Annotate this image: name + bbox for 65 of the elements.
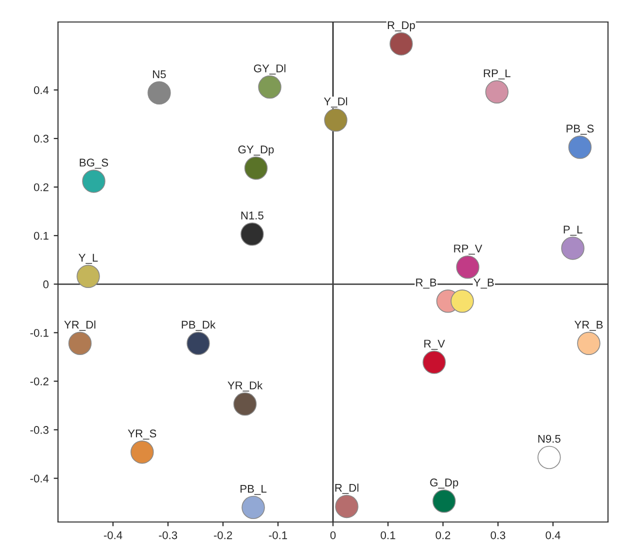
annotation: Y_B — [474, 278, 494, 289]
point — [76, 264, 100, 288]
point — [186, 332, 210, 355]
annotation: YR_B — [574, 320, 603, 331]
y-tick-label: -0.2 — [30, 377, 48, 386]
point — [240, 222, 264, 246]
y-tick-label: 0.4 — [34, 86, 49, 94]
y-tick-label: 0 — [43, 280, 49, 288]
annotation: R_B — [416, 278, 436, 289]
y-tick-label: 0.3 — [34, 134, 48, 143]
annotation: Y_Dl — [324, 97, 348, 108]
x-tick-label: -0.4 — [104, 531, 122, 540]
annotation: PB_L — [240, 484, 266, 495]
x-tick-label: 0.3 — [490, 531, 506, 540]
point — [258, 75, 282, 99]
y-tick-label: -0.1 — [30, 328, 48, 337]
point — [244, 156, 268, 180]
x-tick-label: 0.2 — [436, 531, 450, 540]
annotation: R_Dl — [335, 484, 358, 494]
annotation: N9.5 — [538, 434, 560, 443]
annotation: RP_V — [454, 244, 482, 255]
annotation: PB_S — [566, 124, 594, 135]
point — [422, 350, 446, 374]
point — [130, 440, 154, 464]
y-tick-label: 0.2 — [34, 183, 48, 192]
point — [324, 108, 348, 132]
y-tick-label: 0.1 — [34, 232, 48, 240]
annotation: YR_Dl — [64, 320, 96, 331]
point — [568, 136, 592, 159]
annotation: P_L — [564, 226, 582, 236]
point — [68, 332, 92, 355]
point — [561, 236, 584, 260]
x-tick-label: 0 — [330, 531, 336, 540]
point — [432, 490, 456, 513]
annotation: YR_S — [128, 430, 156, 440]
x-tick-label: -0.1 — [268, 531, 288, 540]
point — [148, 81, 171, 104]
x-tick-label: 0.1 — [380, 531, 396, 540]
annotation: RP_L — [484, 69, 510, 80]
point — [485, 80, 509, 104]
point — [390, 32, 413, 56]
point — [577, 332, 600, 355]
annotation: N5 — [153, 70, 166, 78]
annotation: R_Dp — [388, 21, 415, 32]
annotation: BG_S — [80, 158, 108, 169]
annotation: YR_Dk — [228, 381, 263, 392]
annotation: G_Dp — [430, 478, 458, 489]
point — [242, 496, 265, 520]
x-tick-label: -0.3 — [158, 531, 178, 540]
y-tick-label: -0.3 — [30, 426, 48, 434]
x-tick-label: -0.2 — [214, 531, 232, 540]
point — [82, 170, 106, 193]
annotation: PB_Dk — [182, 320, 216, 331]
annotation: Y_L — [78, 254, 98, 264]
annotation: GY_Dl — [254, 64, 286, 74]
x-tick-label: 0.4 — [546, 531, 560, 540]
annotation: N1.5 — [241, 212, 264, 220]
annotation: GY_Dp — [238, 146, 274, 156]
y-tick-label: -0.4 — [30, 474, 49, 482]
point — [450, 290, 474, 313]
point — [456, 256, 480, 279]
point — [538, 446, 561, 470]
annotation: R_V — [424, 340, 445, 350]
point — [233, 392, 257, 416]
point — [335, 494, 358, 518]
